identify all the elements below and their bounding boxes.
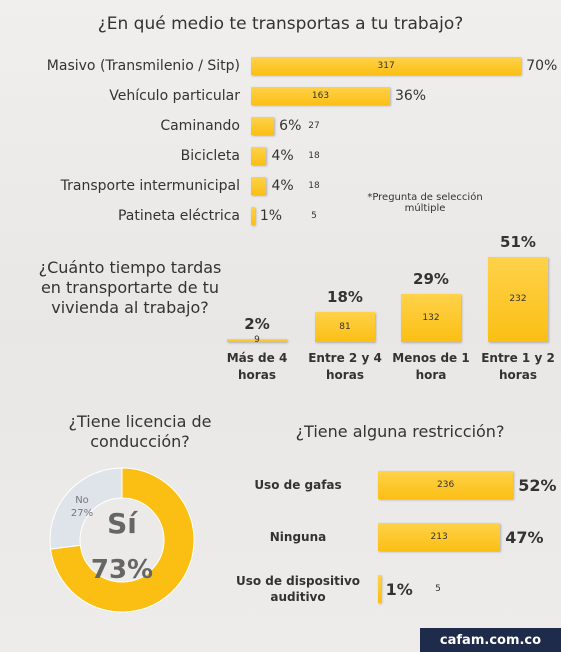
- count-label: 213: [378, 527, 500, 547]
- value-label: 52%: [518, 475, 556, 495]
- page: ¿En qué medio te transportas a tu trabaj…: [0, 0, 561, 652]
- category-label: Uso de dispositivo auditivo: [228, 569, 368, 609]
- footer: cafam.com.co: [420, 628, 561, 652]
- center-value: 73%: [72, 555, 172, 585]
- bar: [378, 575, 381, 603]
- category-label: Uso de gafas: [228, 465, 368, 505]
- count-label: 236: [378, 475, 513, 495]
- category-label: Ninguna: [228, 517, 368, 557]
- count-label: 5: [418, 579, 458, 599]
- slice-category: No: [62, 495, 102, 506]
- slice-value: 27%: [62, 508, 102, 519]
- value-label: 47%: [505, 527, 543, 547]
- chart-title: ¿Tiene alguna restricción?: [280, 422, 520, 441]
- value-label: 1%: [386, 579, 413, 599]
